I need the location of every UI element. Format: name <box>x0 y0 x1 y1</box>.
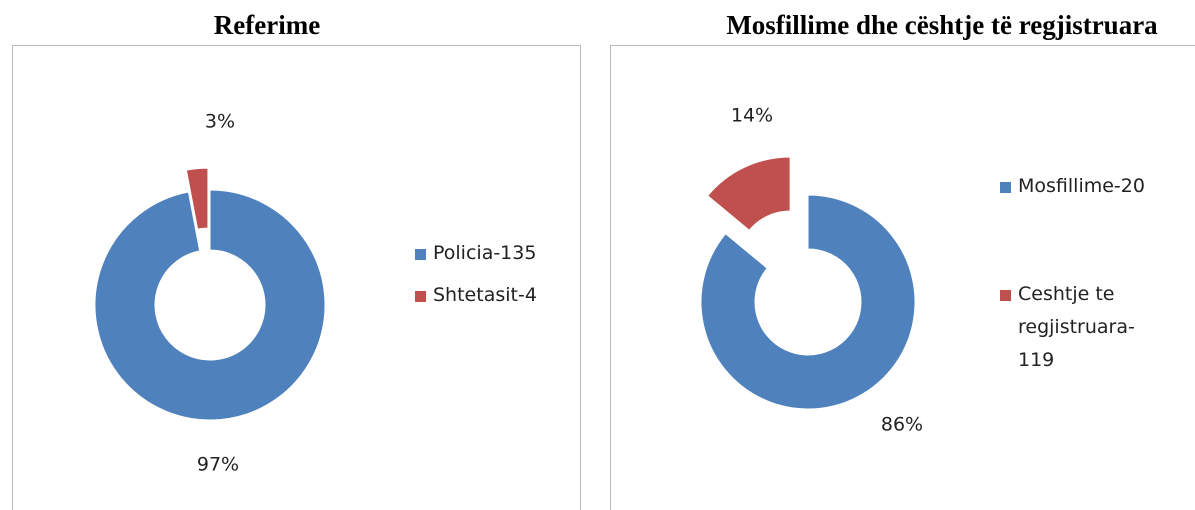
data-label: 3% <box>205 111 235 133</box>
legend-item: Ceshtje te regjistruara-119 <box>1000 278 1150 377</box>
legend-swatch <box>1000 182 1011 193</box>
legend-label: Mosfillime-20 <box>1018 175 1145 197</box>
legend-item: Policia-135 <box>415 237 615 270</box>
chart-frame <box>610 45 1195 510</box>
legend-label: Ceshtje te regjistruara-119 <box>1018 283 1135 371</box>
legend: Mosfillime-20 Ceshtje te regjistruara-119 <box>1000 170 1150 386</box>
legend-label: Policia-135 <box>433 242 537 264</box>
chart-title: Mosfillime dhe cështje të regjistruara <box>726 10 1158 40</box>
chart-frame <box>12 45 581 510</box>
legend: Policia-135 Shtetasit-4 <box>415 237 615 321</box>
donut-slice <box>700 194 916 410</box>
donut-slice <box>94 189 326 421</box>
data-label: 97% <box>197 454 239 476</box>
legend-swatch <box>415 291 426 302</box>
legend-swatch <box>415 249 426 260</box>
donut-slice <box>706 156 791 231</box>
chart-title: Referime <box>214 10 320 40</box>
legend-item: Mosfillime-20 <box>1000 170 1150 203</box>
legend-item: Shtetasit-4 <box>415 279 615 312</box>
legend-swatch <box>1000 290 1011 301</box>
data-label: 86% <box>881 414 923 436</box>
legend-label: Shtetasit-4 <box>433 284 537 306</box>
donut-slice <box>185 167 209 230</box>
data-label: 14% <box>731 105 773 127</box>
